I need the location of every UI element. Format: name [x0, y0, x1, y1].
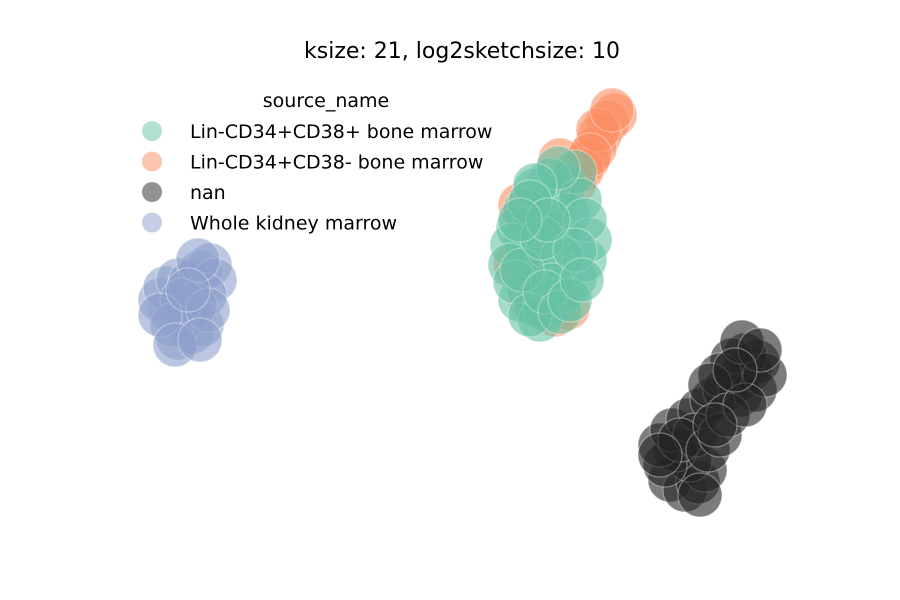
data-point	[165, 267, 211, 313]
legend: source_name Lin-CD34+CD38+ bone marrowLi…	[142, 90, 492, 235]
points-layer	[137, 87, 788, 518]
data-point	[692, 402, 738, 448]
legend-items: Lin-CD34+CD38+ bone marrow Lin-CD34+CD38-…	[142, 121, 492, 235]
series-2	[637, 319, 788, 518]
legend-label: Lin-CD34+CD38+ bone marrow	[190, 121, 492, 143]
legend-label: Lin-CD34+CD38- bone marrow	[190, 152, 483, 174]
legend-label: nan	[190, 182, 226, 204]
data-point	[637, 432, 683, 478]
legend-marker	[142, 212, 162, 233]
data-point	[497, 197, 543, 243]
legend-label: Whole kidney marrow	[190, 213, 397, 235]
data-point	[712, 347, 758, 393]
data-point	[177, 317, 223, 363]
legend-marker	[142, 182, 162, 202]
series-3	[137, 237, 238, 368]
data-point	[559, 257, 605, 303]
legend-marker	[142, 151, 162, 172]
data-point	[589, 87, 635, 133]
chart-title: ksize: 21, log2sketchsize: 10	[304, 39, 620, 64]
legend-title: source_name	[263, 90, 389, 112]
data-point	[677, 472, 723, 518]
series-0	[487, 145, 613, 343]
legend-marker	[142, 121, 162, 141]
